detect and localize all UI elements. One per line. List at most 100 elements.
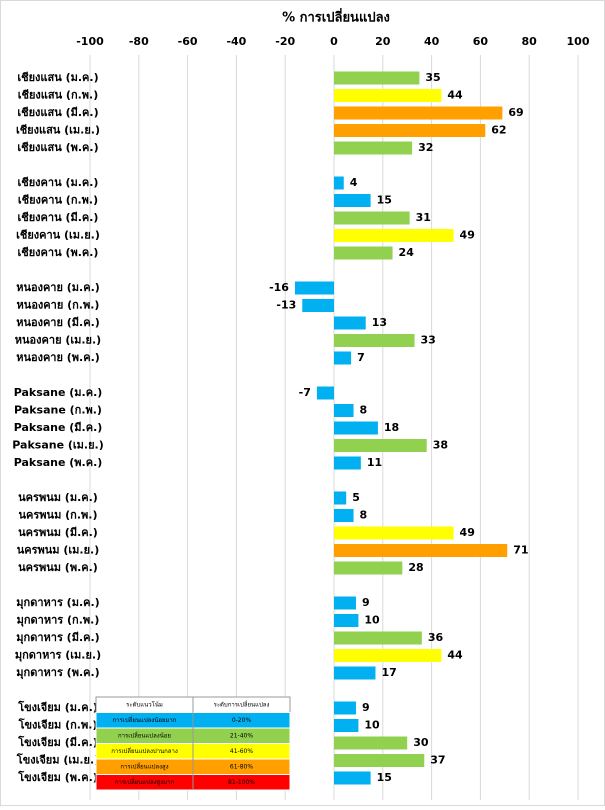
bar — [334, 194, 371, 207]
value-label: 71 — [513, 544, 528, 557]
bar — [334, 421, 378, 435]
y-tick-label: เชียงแสน (ม.ค.) — [17, 71, 98, 84]
bar — [334, 141, 413, 155]
bar — [334, 544, 508, 557]
value-label: 44 — [447, 649, 463, 662]
x-tick-label: -60 — [178, 35, 198, 48]
bar — [334, 71, 420, 85]
y-tick-label: นครพนม (มี.ค.) — [18, 526, 98, 539]
value-label: 8 — [360, 404, 368, 417]
value-label: 13 — [372, 316, 387, 329]
bar — [334, 649, 442, 662]
y-tick-label: มุกดาหาร (มี.ค.) — [16, 631, 99, 645]
bar — [334, 211, 410, 225]
bar — [334, 404, 354, 417]
x-tick-label: 20 — [375, 35, 391, 48]
y-tick-label: มุกดาหาร (ก.พ.) — [17, 614, 100, 628]
y-tick-label: โขงเจียม (พ.ค.) — [17, 770, 98, 784]
y-tick-label: มุกดาหาร (เม.ย.) — [15, 649, 101, 663]
y-tick-label: นครพนม (พ.ค.) — [18, 561, 98, 574]
y-tick-label: มุกดาหาร (ม.ค.) — [16, 596, 99, 610]
value-label: 24 — [399, 246, 415, 259]
bar — [334, 456, 361, 470]
y-tick-label: โขงเจียม (มี.ค.) — [17, 735, 98, 749]
y-tick-label: หนองคาย (เม.ย.) — [15, 334, 101, 347]
value-label: 38 — [433, 439, 448, 452]
value-label: 4 — [350, 176, 358, 189]
bar — [334, 439, 427, 452]
legend-range: 0-20% — [232, 717, 252, 724]
y-tick-label: หนองคาย (พ.ค.) — [16, 351, 100, 364]
bar — [334, 719, 359, 732]
y-tick-label: เชียงคาน (เม.ย.) — [16, 229, 100, 242]
y-tick-label: Paksane (พ.ค.) — [14, 456, 103, 469]
value-label: 69 — [508, 106, 523, 119]
y-tick-label: หนองคาย (มี.ค.) — [16, 316, 100, 329]
y-tick-label: มุกดาหาร (พ.ค.) — [16, 666, 99, 680]
value-label: 9 — [362, 596, 370, 609]
bar — [334, 561, 403, 575]
chart-title: % การเปลี่ยนแปลง — [282, 8, 390, 26]
y-tick-label: หนองคาย (ม.ค.) — [16, 281, 100, 294]
y-tick-label: โขงเจียม (ก.พ.) — [18, 718, 98, 732]
y-tick-label: โขงเจียม (ม.ค.) — [17, 700, 98, 714]
y-tick-label: เชียงคาน (ม.ค.) — [18, 176, 99, 189]
y-tick-label: Paksane (เม.ย.) — [12, 439, 103, 452]
legend-label: การเปลี่ยนแปลงสูง — [120, 762, 168, 770]
bar — [302, 299, 334, 312]
value-label: 17 — [381, 666, 396, 679]
bar — [334, 89, 442, 102]
x-tick-label: -40 — [226, 35, 246, 48]
y-tick-label: เชียงแสน (เม.ย.) — [16, 124, 100, 137]
bar — [334, 491, 347, 505]
value-label: 9 — [362, 701, 370, 714]
bar — [334, 124, 486, 137]
value-label: 49 — [460, 526, 475, 539]
value-label: 36 — [428, 631, 444, 644]
value-label: 32 — [418, 141, 433, 154]
bar — [334, 596, 356, 610]
bar — [334, 176, 344, 190]
bar — [334, 754, 425, 767]
y-tick-label: นครพนม (ก.พ.) — [19, 509, 98, 522]
y-tick-label: เชียงคาน (มี.ค.) — [18, 211, 99, 224]
bar — [334, 526, 454, 540]
value-label: 7 — [357, 351, 365, 364]
legend-header: ระดับการเปลี่ยนแปลง — [214, 700, 270, 708]
value-label: 18 — [384, 421, 399, 434]
bar — [294, 281, 334, 295]
x-tick-label: 60 — [473, 35, 489, 48]
value-label: 49 — [460, 229, 475, 242]
value-label: 33 — [421, 334, 436, 347]
y-tick-label: Paksane (ก.พ.) — [14, 404, 102, 417]
value-label: 11 — [367, 456, 382, 469]
value-label: -13 — [276, 299, 296, 312]
y-tick-label: โขงเจียม (เม.ย.) — [16, 753, 99, 767]
value-label: 35 — [425, 71, 440, 84]
value-label: 8 — [360, 509, 368, 522]
x-tick-label: -20 — [275, 35, 295, 48]
value-label: 28 — [408, 561, 423, 574]
y-tick-label: นครพนม (เม.ย.) — [17, 544, 100, 557]
bar — [334, 631, 422, 645]
legend-label: การเปลี่ยนแปลงปานกลาง — [111, 747, 178, 755]
y-tick-label: Paksane (มี.ค.) — [14, 421, 103, 434]
legend-range: 21-40% — [230, 732, 253, 739]
value-label: 37 — [430, 754, 445, 767]
value-label: -7 — [299, 386, 311, 399]
y-tick-label: Paksane (ม.ค.) — [14, 386, 103, 399]
bar — [334, 771, 371, 785]
legend-label: การเปลี่ยนแปลงสูงมาก — [115, 778, 175, 786]
legend-label: การเปลี่ยนแปลงน้อยมาก — [113, 716, 177, 724]
bar — [334, 334, 415, 347]
y-tick-label: เชียงคาน (พ.ค.) — [18, 246, 99, 259]
bar — [334, 229, 454, 242]
y-tick-label: เชียงแสน (มี.ค.) — [17, 106, 98, 119]
value-label: 10 — [364, 719, 380, 732]
y-tick-label: เชียงแสน (ก.พ.) — [18, 89, 99, 102]
legend-range: 81-100% — [228, 779, 255, 786]
legend-range: 61-80% — [230, 763, 253, 770]
x-tick-label: -80 — [129, 35, 149, 48]
bar — [334, 736, 408, 750]
value-label: 15 — [377, 771, 392, 784]
